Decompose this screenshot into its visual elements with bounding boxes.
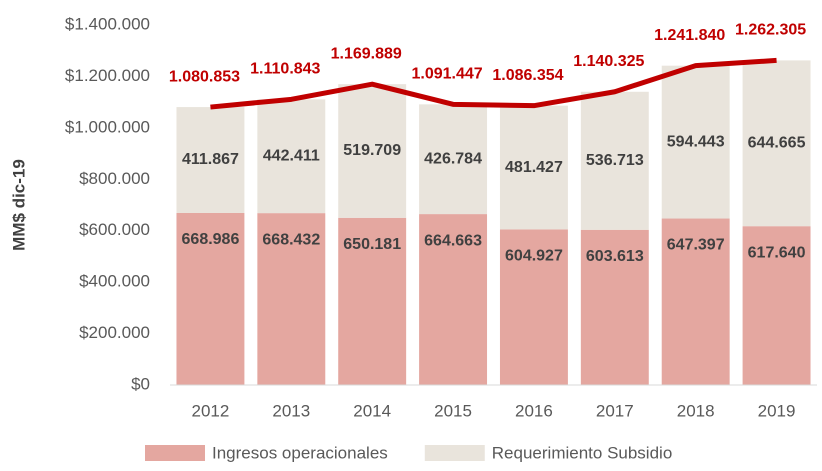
bar-segment	[499, 229, 568, 385]
data-label: 604.927	[505, 248, 563, 265]
x-tick-label: 2013	[272, 401, 310, 420]
total-line	[210, 57, 777, 110]
bar-segment	[257, 213, 326, 385]
line-label: 1.262.305	[735, 22, 806, 39]
x-tick-label: 2016	[515, 401, 553, 420]
y-tick-label: $600.000	[79, 220, 150, 239]
line-label: 1.140.325	[573, 53, 644, 70]
line-label: 1.086.354	[492, 67, 563, 84]
bar-segment	[742, 60, 811, 227]
legend-label: Ingresos operacionales	[212, 443, 388, 462]
y-tick-label: $1.000.000	[65, 117, 150, 136]
bar-segment	[257, 99, 326, 214]
data-label: 617.640	[748, 244, 806, 261]
bar-segment	[338, 217, 407, 385]
x-tick-label: 2014	[353, 401, 391, 420]
bar-segment	[580, 229, 649, 385]
line-label: 1.110.843	[250, 61, 320, 78]
bar-segment	[580, 91, 649, 230]
bar-segment	[499, 105, 568, 230]
y-tick-label: $800.000	[79, 169, 150, 188]
data-label: 644.665	[748, 135, 806, 152]
data-label: 668.432	[262, 231, 320, 248]
y-tick-label: $1.400.000	[65, 14, 150, 33]
y-tick-label: $200.000	[79, 323, 150, 342]
line-label: 1.091.447	[411, 66, 482, 83]
legend-swatch	[424, 445, 485, 461]
line-label: 1.241.840	[654, 27, 725, 44]
x-tick-label: 2019	[758, 401, 796, 420]
bar-segment	[176, 212, 245, 385]
bar-segment	[661, 65, 730, 219]
x-tick-label: 2017	[596, 401, 634, 420]
bar-segment	[419, 104, 488, 215]
data-label: 664.663	[424, 232, 482, 249]
bar-segment	[176, 107, 245, 213]
data-label: 519.709	[343, 142, 401, 159]
x-tick-label: 2018	[677, 401, 715, 420]
data-label: 536.713	[586, 152, 644, 169]
bar-segment	[661, 218, 730, 385]
y-tick-label: $0	[131, 374, 150, 393]
data-label: 668.986	[182, 231, 240, 248]
data-label: 442.411	[263, 147, 320, 164]
data-label: 647.397	[667, 237, 725, 254]
y-tick-label: $1.200.000	[65, 66, 150, 85]
data-label: 603.613	[586, 248, 644, 265]
y-axis-title: MM$ dic-19	[9, 159, 28, 251]
line-label: 1.169.889	[331, 45, 402, 62]
bar-segment	[338, 84, 407, 218]
x-tick-label: 2012	[192, 401, 230, 420]
legend-swatch	[145, 445, 205, 461]
bar-segment	[742, 226, 811, 385]
x-tick-label: 2015	[434, 401, 472, 420]
line-label: 1.080.853	[169, 68, 240, 85]
y-tick-label: $400.000	[79, 272, 150, 291]
data-label: 411.867	[182, 151, 239, 168]
data-label: 481.427	[505, 159, 563, 176]
bar-segment	[419, 214, 488, 385]
legend-label: Requerimiento Subsidio	[492, 443, 673, 462]
data-label: 594.443	[667, 133, 725, 150]
data-label: 426.784	[424, 150, 482, 167]
data-label: 650.181	[343, 236, 401, 253]
